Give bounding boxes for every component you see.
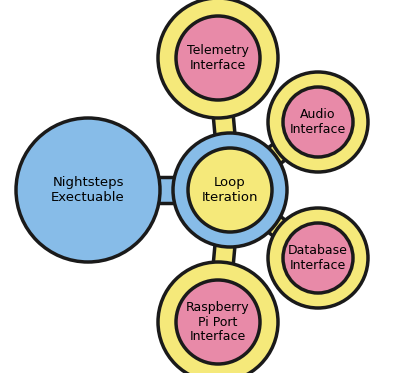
Circle shape (268, 208, 368, 308)
Circle shape (268, 72, 368, 172)
Text: Loop
Iteration: Loop Iteration (202, 176, 258, 204)
Circle shape (283, 87, 353, 157)
Polygon shape (88, 177, 230, 203)
Text: Database
Interface: Database Interface (288, 244, 348, 272)
Text: Telemetry
Interface: Telemetry Interface (187, 44, 249, 72)
Circle shape (188, 148, 272, 232)
Polygon shape (224, 114, 324, 198)
Circle shape (176, 16, 260, 100)
Text: Nightsteps
Exectuable: Nightsteps Exectuable (51, 176, 125, 204)
Circle shape (173, 133, 287, 247)
Polygon shape (208, 57, 240, 191)
Polygon shape (224, 182, 324, 266)
Circle shape (176, 280, 260, 364)
Circle shape (158, 0, 278, 118)
Text: Audio
Interface: Audio Interface (290, 108, 346, 136)
Circle shape (158, 262, 278, 373)
Text: Raspberry
Pi Port
Interface: Raspberry Pi Port Interface (186, 301, 250, 344)
Polygon shape (208, 189, 240, 323)
Circle shape (16, 118, 160, 262)
Circle shape (283, 223, 353, 293)
